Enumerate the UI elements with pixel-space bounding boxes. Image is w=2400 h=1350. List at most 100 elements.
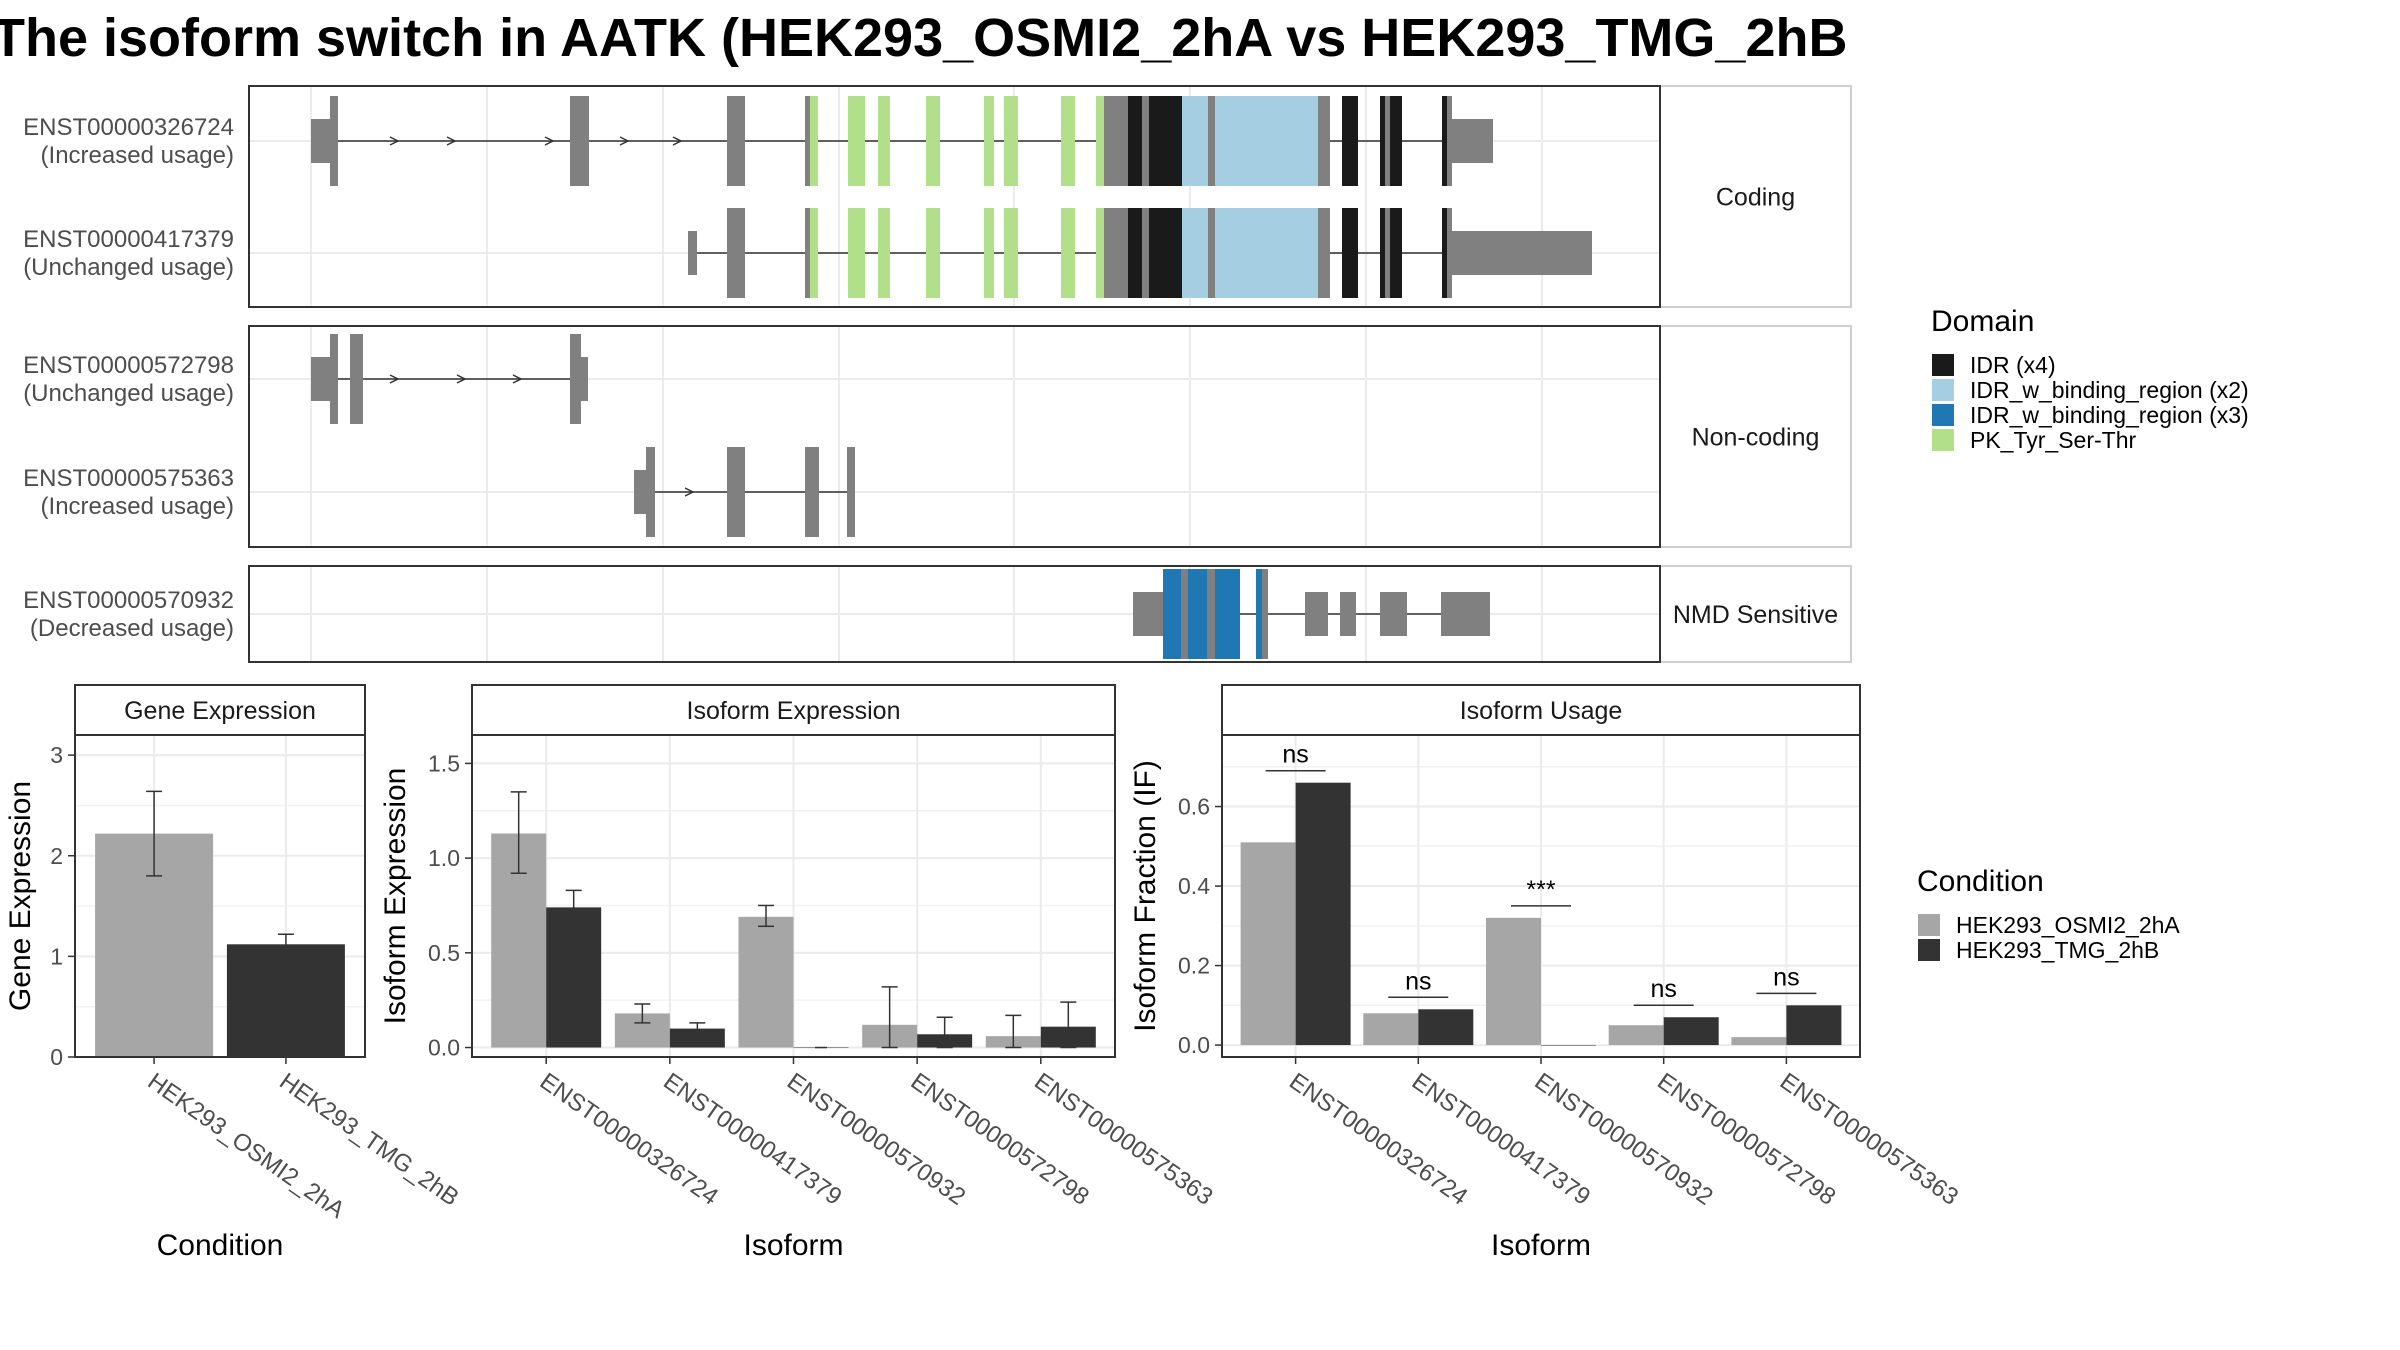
panel-strip-label: NMD Sensitive <box>1673 601 1838 629</box>
isoform-expression-chart: Isoform ExpressionENST00000326724ENST000… <box>379 684 1218 1262</box>
data-bar <box>1608 1025 1664 1046</box>
panel-strip <box>1659 85 1852 308</box>
domain-legend-key <box>1932 404 1954 426</box>
strand-arrow <box>456 374 467 384</box>
exon-block <box>1108 208 1128 298</box>
domain-block <box>1149 96 1182 186</box>
chart-strip <box>471 684 1116 736</box>
isoform-usage-chart: Isoform UsagensENST00000326724nsENST0000… <box>1129 684 1963 1262</box>
strand-arrow <box>684 487 695 497</box>
domain-block <box>1342 96 1358 186</box>
significance-label: *** <box>1526 876 1555 904</box>
chart-border <box>471 734 1116 1058</box>
data-bar <box>1541 1045 1596 1046</box>
data-bar <box>1363 1013 1419 1046</box>
condition-legend-title: Condition <box>1917 865 2044 898</box>
domain-block <box>1215 569 1240 659</box>
exon-block <box>1207 569 1215 659</box>
y-axis-label: Isoform Expression <box>379 768 412 1025</box>
domain-block <box>1390 96 1402 186</box>
exon-block <box>646 447 655 537</box>
domain-block <box>1149 208 1182 298</box>
condition-legend-key <box>1918 914 1940 936</box>
exon-block <box>570 334 581 424</box>
exon-block <box>1208 208 1215 298</box>
condition-legend-label: HEK293_TMG_2hB <box>1956 937 2159 963</box>
exon-block <box>1318 96 1330 186</box>
data-bar <box>1418 1009 1474 1046</box>
exon-block <box>727 208 745 298</box>
exon-block <box>1441 592 1490 636</box>
domain-block <box>1215 96 1318 186</box>
data-bar <box>1240 842 1296 1046</box>
domain-block <box>926 208 940 298</box>
y-tick-label: 1.0 <box>428 845 460 871</box>
chart-title: Gene Expression <box>124 697 316 725</box>
significance-label: ns <box>1405 967 1431 995</box>
domain-block <box>926 96 940 186</box>
domain-block <box>810 208 818 298</box>
exon-block <box>727 447 745 537</box>
domain-block <box>1061 208 1075 298</box>
domain-block <box>1096 208 1104 298</box>
y-tick-label: 1 <box>50 943 63 969</box>
strand-arrow <box>512 374 523 384</box>
domain-block <box>1380 208 1385 298</box>
domain-block <box>1182 208 1208 298</box>
exon-block <box>1385 96 1390 186</box>
domain-block <box>1442 208 1447 298</box>
condition-legend-label: HEK293_OSMI2_2hA <box>1956 912 2180 938</box>
chart-title: Isoform Usage <box>1460 697 1623 725</box>
domain-block <box>848 208 865 298</box>
exon-block <box>634 470 646 514</box>
domain-block <box>1004 208 1018 298</box>
x-axis-label: Condition <box>157 1229 284 1262</box>
domain-block <box>810 96 818 186</box>
chart-border <box>74 734 366 1058</box>
domain-legend-key <box>1932 429 1954 451</box>
transcript-usage-label: (Unchanged usage) <box>23 254 234 281</box>
transcript-id-label: ENST00000417379 <box>23 226 234 253</box>
y-tick-label: 0.2 <box>1178 953 1210 979</box>
strand-arrow <box>619 136 630 146</box>
y-axis-label: Gene Expression <box>4 781 37 1011</box>
exon-block <box>330 96 338 186</box>
transcript-id-label: ENST00000572798 <box>23 352 234 379</box>
domain-block <box>878 96 890 186</box>
domain-block <box>878 208 890 298</box>
y-tick-label: 0 <box>50 1044 63 1070</box>
exon-block <box>570 96 589 186</box>
data-bar <box>226 944 345 1057</box>
data-bar <box>1295 782 1351 1046</box>
structure-panel-border <box>248 565 1661 663</box>
exon-block <box>1447 208 1452 298</box>
domain-block <box>848 96 865 186</box>
exon-block <box>688 231 697 275</box>
domain-legend-label: IDR_w_binding_region (x3) <box>1970 402 2249 428</box>
exon-block <box>1385 208 1390 298</box>
exon-block <box>581 357 588 401</box>
condition-legend-key <box>1918 939 1940 961</box>
transcript-usage-label: (Increased usage) <box>41 493 234 520</box>
exon-block <box>311 357 330 401</box>
y-tick-label: 0.4 <box>1178 873 1210 899</box>
strand-arrow <box>544 136 555 146</box>
strand-arrow <box>446 136 457 146</box>
exon-block <box>350 334 363 424</box>
exon-block <box>805 96 810 186</box>
figure-title: The isoform switch in AATK (HEK293_OSMI2… <box>0 8 1847 68</box>
exon-block <box>1104 96 1108 186</box>
domain-block <box>1061 96 1075 186</box>
domain-block <box>1256 569 1262 659</box>
y-tick-label: 0.5 <box>428 940 460 966</box>
domain-block <box>1163 569 1181 659</box>
exon-block <box>1452 231 1592 275</box>
domain-block <box>1128 208 1142 298</box>
data-bar <box>738 916 794 1048</box>
y-tick-label: 2 <box>50 843 63 869</box>
domain-block <box>984 208 994 298</box>
exon-block <box>727 96 745 186</box>
domain-legend: Domain IDR (x4)IDR_w_binding_region (x2)I… <box>1931 305 2249 453</box>
